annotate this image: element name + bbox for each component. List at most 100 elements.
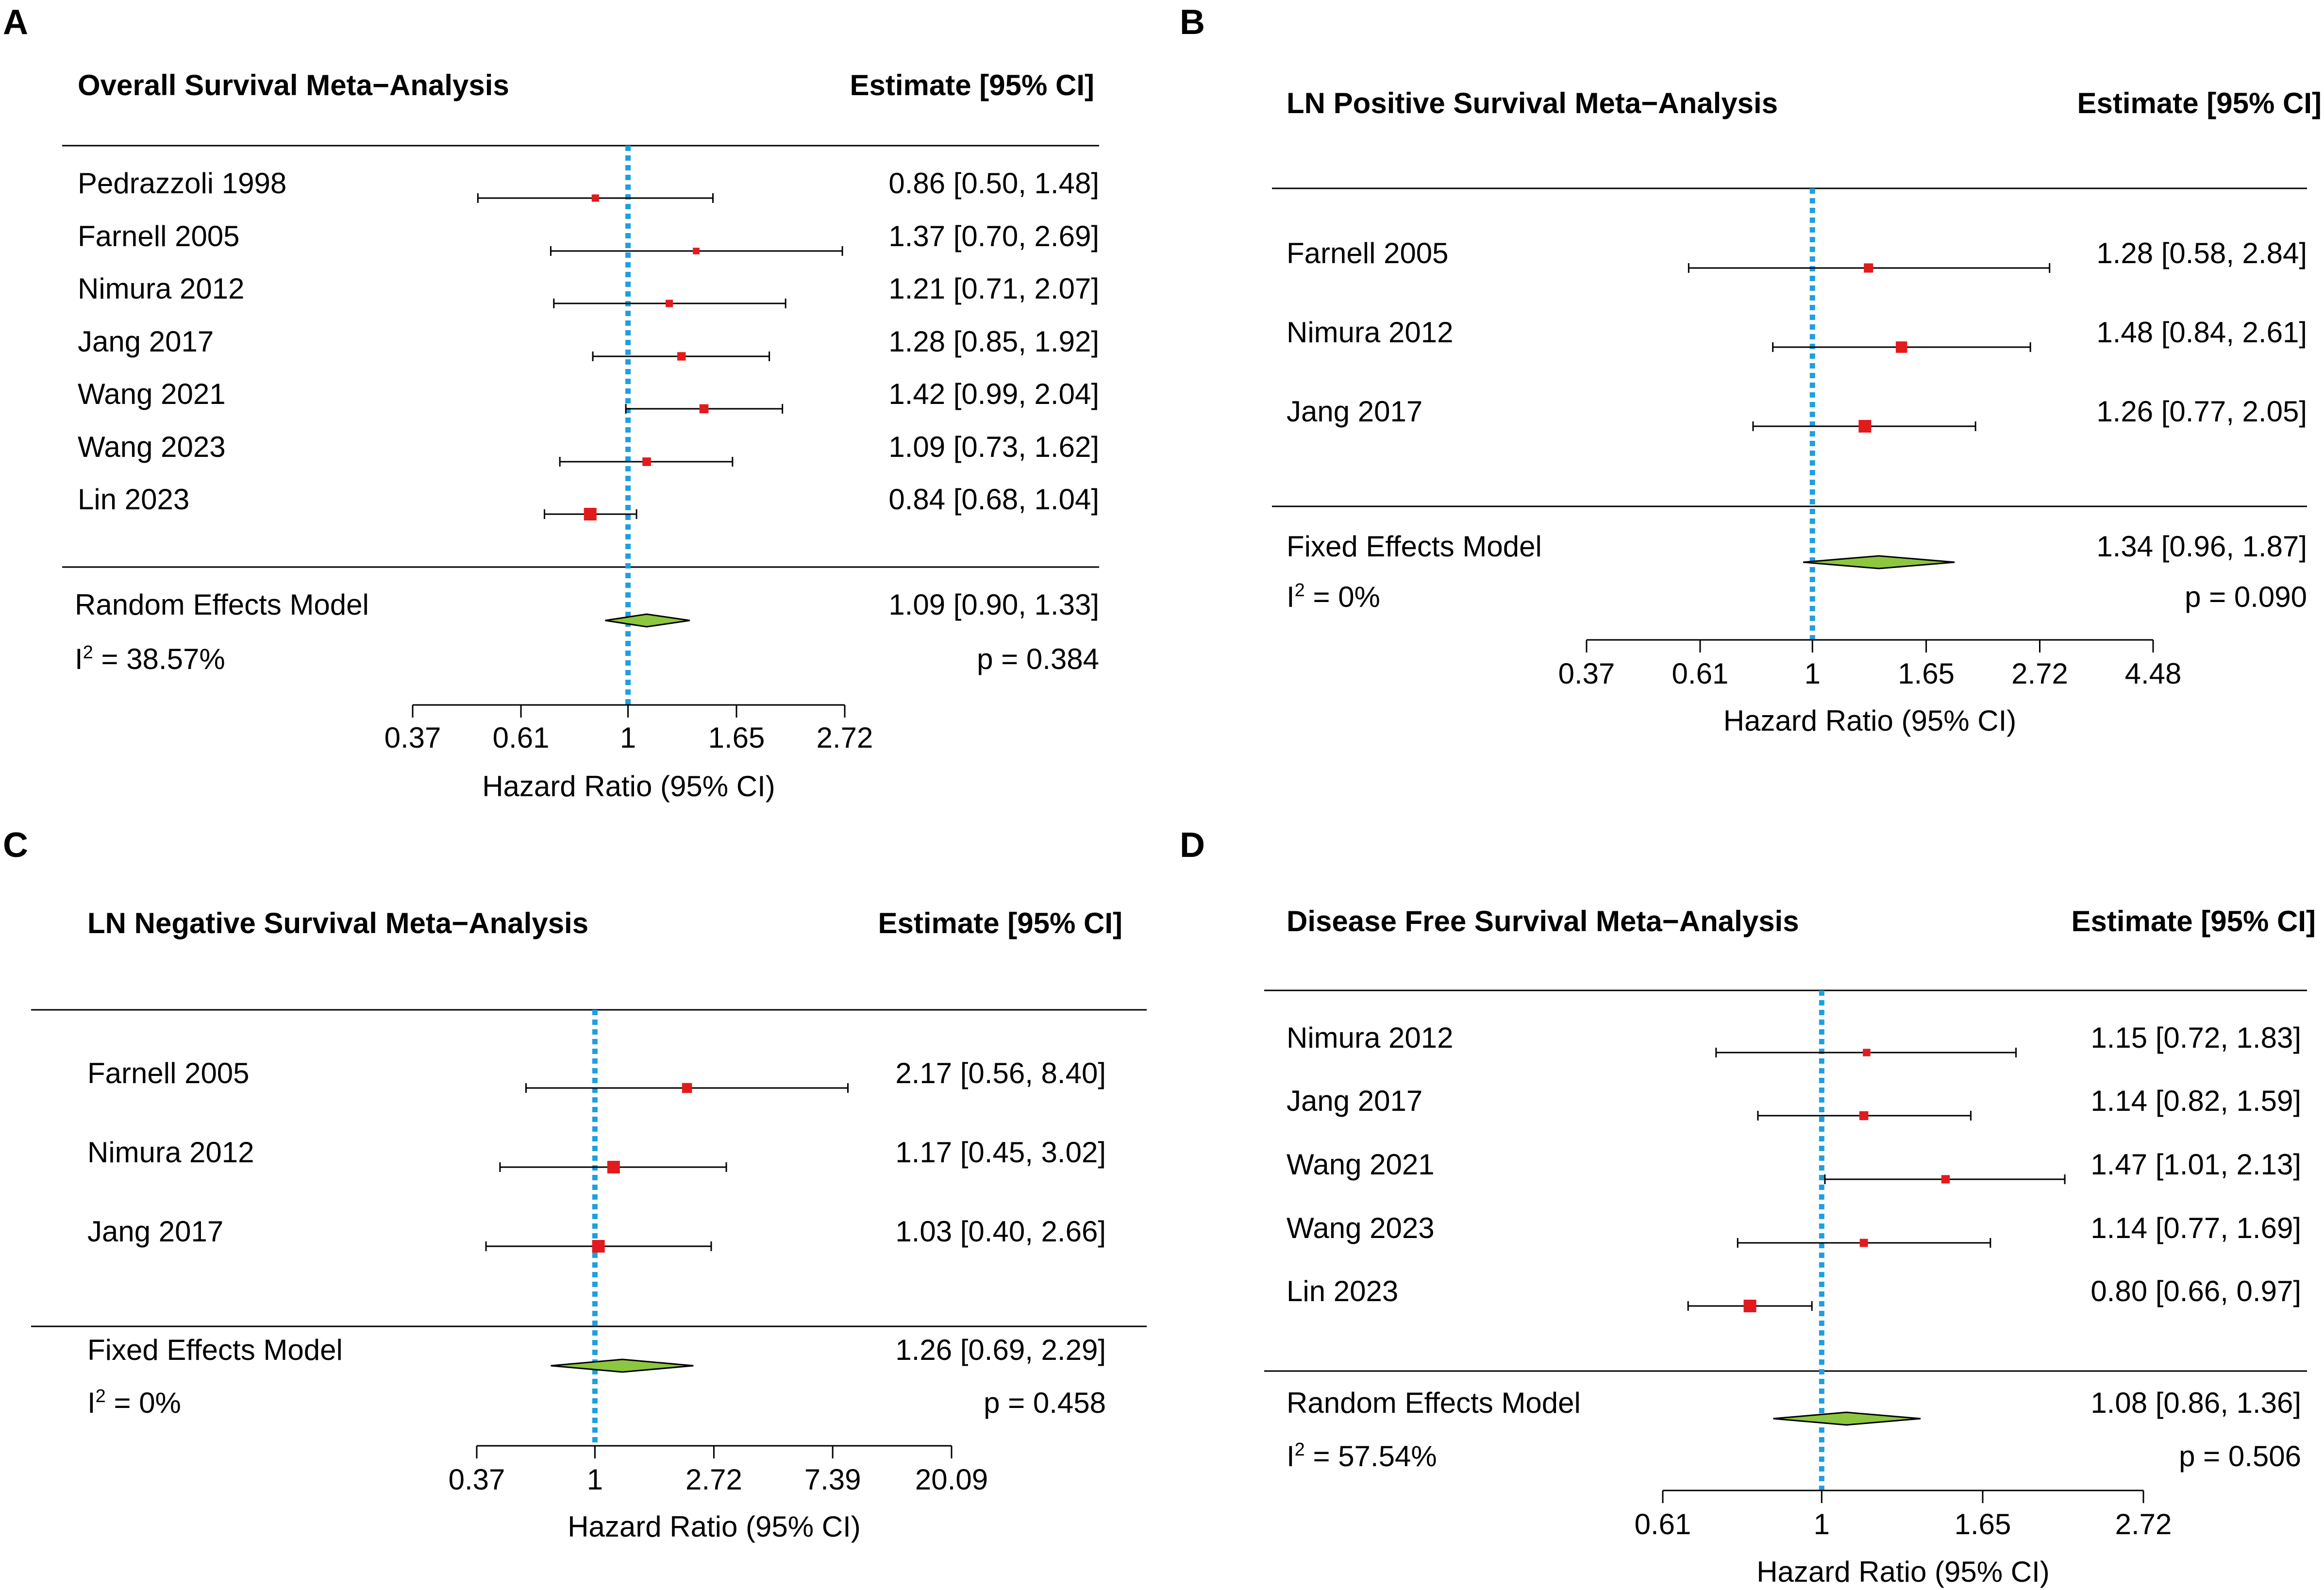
study-name: Wang 2023: [78, 431, 226, 463]
study-estimate: 1.14 [0.82, 1.59]: [2090, 1085, 2301, 1117]
study-estimate: 1.37 [0.70, 2.69]: [888, 220, 1099, 252]
study-name: Farnell 2005: [78, 220, 240, 252]
study-name: Wang 2021: [78, 378, 226, 410]
study-name: Nimura 2012: [1287, 316, 1454, 349]
x-tick-label: 2.72: [685, 1463, 742, 1496]
study-name: Jang 2017: [1287, 395, 1422, 428]
model-name: Fixed Effects Model: [87, 1334, 343, 1366]
study-estimate: 1.42 [0.99, 2.04]: [888, 378, 1099, 410]
model-name: Random Effects Model: [1287, 1387, 1581, 1419]
point-estimate-marker: [642, 457, 651, 466]
x-tick-label: 1.65: [708, 721, 765, 754]
x-tick-label: 2.72: [817, 721, 873, 754]
panel-title: Overall Survival Meta−Analysis: [78, 69, 509, 101]
study-estimate: 1.21 [0.71, 2.07]: [888, 272, 1099, 305]
study-name: Pedrazzoli 1998: [78, 167, 286, 200]
p-value: p = 0.090: [2185, 581, 2307, 613]
panel-label: D: [1180, 826, 1205, 865]
i2-superscript: 2: [83, 642, 93, 663]
point-estimate-marker: [1859, 1239, 1868, 1247]
study-estimate: 1.15 [0.72, 1.83]: [2090, 1021, 2301, 1054]
point-estimate-marker: [693, 248, 700, 254]
x-axis-label: Hazard Ratio (95% CI): [568, 1510, 861, 1543]
heterogeneity-i2: I2 = 57.54%: [1287, 1439, 1437, 1473]
point-estimate-marker: [591, 194, 599, 202]
x-tick-label: 1.65: [1955, 1508, 2011, 1540]
p-value: p = 0.506: [2179, 1440, 2301, 1473]
heterogeneity-i2: I2 = 0%: [1287, 580, 1380, 613]
x-tick-label: 7.39: [804, 1463, 861, 1496]
x-axis-label: Hazard Ratio (95% CI): [1723, 704, 2017, 737]
x-tick-label: 2.72: [2011, 657, 2068, 690]
i2-letter: I: [1287, 1440, 1295, 1473]
panel-label: A: [3, 3, 28, 42]
estimate-header: Estimate [95% CI]: [2072, 905, 2316, 937]
estimate-header: Estimate [95% CI]: [850, 69, 1095, 101]
point-estimate-marker: [584, 508, 597, 520]
p-value: p = 0.384: [977, 643, 1099, 675]
study-estimate: 1.48 [0.84, 2.61]: [2096, 316, 2307, 349]
x-tick-label: 20.09: [915, 1463, 988, 1496]
model-estimate: 1.09 [0.90, 1.33]: [888, 588, 1099, 621]
x-tick-label: 0.37: [1558, 657, 1615, 690]
model-estimate: 1.26 [0.69, 2.29]: [895, 1334, 1106, 1366]
study-name: Lin 2023: [1287, 1275, 1398, 1307]
x-tick-label: 1.65: [1898, 657, 1955, 690]
i2-value: = 0%: [1305, 581, 1380, 613]
model-estimate: 1.34 [0.96, 1.87]: [2096, 530, 2307, 563]
x-tick-label: 1: [1805, 657, 1821, 690]
i2-superscript: 2: [96, 1386, 106, 1406]
i2-value: = 0%: [106, 1387, 181, 1419]
point-estimate-marker: [1863, 1049, 1871, 1056]
study-estimate: 1.28 [0.58, 2.84]: [2096, 237, 2307, 269]
point-estimate-marker: [1895, 341, 1907, 353]
model-name: Random Effects Model: [75, 588, 369, 621]
study-estimate: 1.47 [1.01, 2.13]: [2090, 1148, 2301, 1181]
panel-label: C: [3, 826, 28, 865]
x-tick-label: 2.72: [2115, 1508, 2172, 1540]
x-axis-label: Hazard Ratio (95% CI): [1756, 1556, 2050, 1588]
i2-letter: I: [75, 643, 83, 675]
study-estimate: 1.09 [0.73, 1.62]: [888, 431, 1099, 463]
point-estimate-marker: [666, 300, 673, 307]
forest-panel-b: B LN Positive Survival Meta−Analysis Estim…: [1180, 3, 2322, 737]
x-tick-label: 1: [587, 1463, 603, 1496]
x-tick-label: 1: [1814, 1508, 1830, 1540]
study-estimate: 0.86 [0.50, 1.48]: [888, 167, 1099, 200]
panel-label: B: [1180, 3, 1205, 42]
study-estimate: 1.28 [0.85, 1.92]: [888, 325, 1099, 358]
point-estimate-marker: [682, 1083, 692, 1093]
study-estimate: 0.80 [0.66, 0.97]: [2090, 1275, 2301, 1307]
study-estimate: 1.26 [0.77, 2.05]: [2096, 395, 2307, 428]
estimate-header: Estimate [95% CI]: [2077, 87, 2322, 119]
forest-panel-d: D Disease Free Survival Meta−Analysis Esti…: [1180, 826, 2316, 1588]
study-name: Nimura 2012: [1287, 1021, 1454, 1054]
summary-diamond: [1803, 555, 1955, 569]
x-axis-label: Hazard Ratio (95% CI): [482, 770, 775, 803]
heterogeneity-i2: I2 = 0%: [87, 1386, 181, 1419]
x-tick-label: 1: [620, 721, 636, 754]
study-name: Lin 2023: [78, 483, 189, 516]
summary-diamond: [1773, 1411, 1921, 1426]
i2-value: = 57.54%: [1305, 1440, 1437, 1473]
study-name: Nimura 2012: [78, 272, 245, 305]
x-tick-label: 4.48: [2125, 657, 2182, 690]
i2-value: = 38.57%: [93, 643, 225, 675]
panel-title: Disease Free Survival Meta−Analysis: [1287, 905, 1799, 937]
point-estimate-marker: [677, 352, 686, 361]
panel-title: LN Negative Survival Meta−Analysis: [87, 907, 588, 939]
study-estimate: 2.17 [0.56, 8.40]: [895, 1057, 1106, 1089]
forest-panel-a: A Overall Survival Meta−Analysis Estimate …: [3, 3, 1099, 803]
point-estimate-marker: [1858, 420, 1872, 433]
forest-panel-c: C LN Negative Survival Meta−Analysis Estim…: [3, 826, 1147, 1543]
i2-letter: I: [87, 1387, 96, 1419]
point-estimate-marker: [1864, 263, 1873, 273]
study-name: Wang 2021: [1287, 1148, 1435, 1181]
point-estimate-marker: [1859, 1111, 1869, 1121]
point-estimate-marker: [1743, 1300, 1756, 1312]
model-name: Fixed Effects Model: [1287, 530, 1542, 563]
point-estimate-marker: [1941, 1175, 1950, 1184]
i2-letter: I: [1287, 581, 1295, 613]
i2-superscript: 2: [1295, 1439, 1305, 1460]
study-name: Jang 2017: [87, 1215, 223, 1248]
